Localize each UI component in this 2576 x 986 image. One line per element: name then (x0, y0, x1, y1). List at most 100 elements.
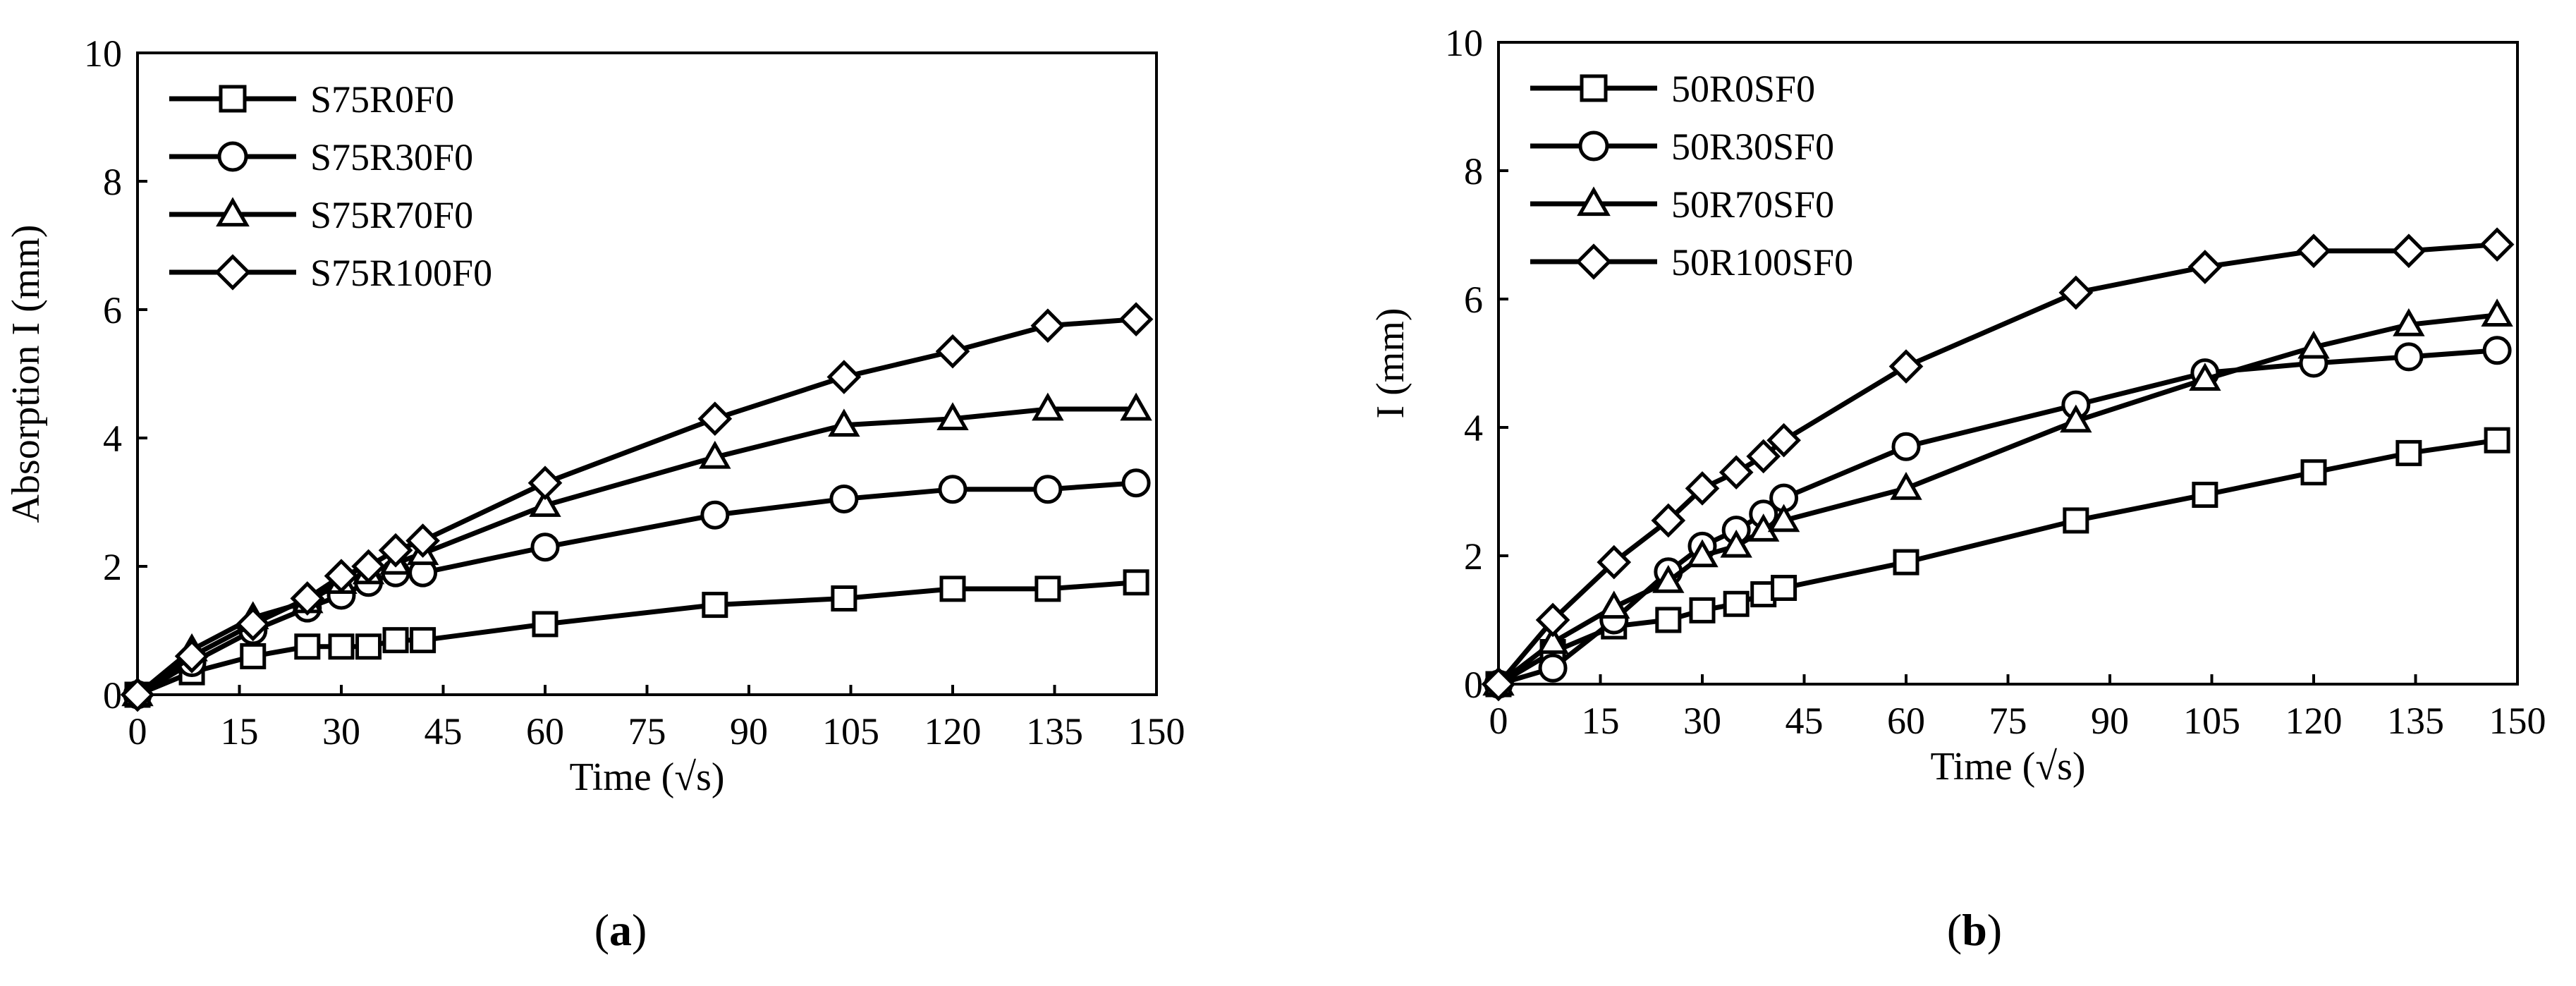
data-point (236, 607, 271, 642)
legend-item: S75R70F0 (169, 194, 473, 236)
y-tick-label: 4 (1464, 407, 1483, 449)
data-point (702, 592, 728, 619)
x-tick-label: 150 (2489, 700, 2546, 742)
legend-label: 50R0SF0 (1671, 68, 1815, 110)
legend: 50R0SF0 50R30SF0 50R70SF0 50R100SF0 (1530, 68, 1853, 284)
data-point (1537, 626, 1569, 655)
series-S75R100F0 (120, 302, 1154, 712)
data-point (2192, 482, 2218, 509)
data-point (1121, 468, 1151, 498)
series-line (135, 406, 1137, 697)
data-point (1685, 471, 1720, 506)
data-point (1723, 590, 1750, 617)
legend-marker (1575, 243, 1612, 280)
x-tick-label: 15 (221, 710, 259, 753)
x-tick-label: 90 (730, 710, 768, 753)
data-point (1030, 308, 1066, 343)
legend: S75R0F0 S75R30F0 S75R70F0 S75R100F0 (169, 78, 492, 294)
legend-label: S75R30F0 (310, 136, 473, 178)
series-50R100SF0 (1481, 227, 2515, 702)
x-tick-label: 120 (2285, 700, 2343, 742)
data-point (324, 559, 359, 593)
data-point (1890, 472, 1922, 500)
chart-b: 0 2 4 6 8 10 0 15 30 45 60 75 90 105 120 135 150 Time (√s… (1369, 22, 2546, 789)
data-point (1598, 590, 1630, 619)
data-point (2187, 250, 2223, 284)
data-point (1120, 392, 1152, 421)
x-tick-label: 120 (924, 710, 982, 753)
data-point (699, 440, 731, 469)
data-point (2481, 298, 2513, 327)
series-S75R70F0 (121, 392, 1152, 707)
x-tick-label: 0 (128, 710, 147, 753)
data-point (2394, 342, 2424, 372)
legend-label: S75R100F0 (310, 252, 492, 294)
y-tick-label: 8 (103, 161, 122, 203)
legend-item: S75R30F0 (169, 136, 473, 178)
y-tick-label: 6 (1464, 279, 1483, 321)
legend-label: 50R100SF0 (1671, 241, 1853, 284)
data-point (120, 677, 155, 712)
data-point (530, 532, 560, 562)
data-point (1766, 422, 1801, 458)
legend-marker (214, 254, 251, 291)
series-line (135, 317, 1137, 697)
data-point (936, 402, 969, 430)
data-point (294, 633, 321, 660)
data-point (532, 611, 558, 638)
data-point (2189, 363, 2221, 391)
data-point (2058, 275, 2094, 310)
data-point (1655, 607, 1682, 633)
legend-label: 50R30SF0 (1671, 126, 1834, 168)
data-point (527, 465, 563, 501)
data-point (290, 581, 325, 616)
data-point (1746, 439, 1781, 474)
data-point (1034, 576, 1061, 602)
data-point (1651, 503, 1686, 538)
x-tick-label: 45 (425, 710, 463, 753)
y-tick-label: 8 (1464, 150, 1483, 193)
data-point (1893, 549, 1919, 576)
data-point (351, 549, 386, 584)
y-tick-label: 0 (103, 674, 122, 717)
data-point (410, 627, 437, 654)
data-point (1888, 349, 1924, 384)
legend-marker (1578, 130, 1609, 162)
data-point (378, 532, 413, 568)
series-50R30SF0 (1484, 336, 2512, 699)
y-tick-label: 2 (1464, 535, 1483, 578)
legend-item: 50R0SF0 (1530, 68, 1815, 110)
legend-marker (217, 141, 248, 172)
data-point (1689, 597, 1716, 623)
data-point (529, 489, 561, 517)
data-point (1891, 432, 1921, 461)
data-point (2297, 330, 2330, 359)
data-point (938, 475, 967, 504)
x-axis-title: Time (√s) (569, 755, 724, 799)
data-point (828, 408, 860, 437)
series-line (136, 580, 1137, 698)
x-tick-label: 0 (1489, 700, 1508, 742)
data-point (1033, 475, 1063, 504)
panel-label-a: (a) (594, 905, 647, 955)
x-tick-label: 105 (822, 710, 879, 753)
data-point (1720, 529, 1752, 558)
data-point (1535, 602, 1570, 638)
data-point (1032, 392, 1064, 421)
data-point (328, 633, 355, 660)
data-point (2482, 336, 2512, 365)
y-tick-label: 6 (103, 289, 122, 331)
y-tick-label: 2 (103, 546, 122, 588)
series-S75R0F0 (124, 569, 1149, 708)
x-tick-label: 90 (2091, 700, 2129, 742)
x-tick-label: 135 (1026, 710, 1083, 753)
x-tick-label: 45 (1786, 700, 1824, 742)
series-line (1497, 437, 2498, 687)
x-tick-label: 150 (1128, 710, 1185, 753)
legend-item: S75R100F0 (169, 252, 492, 294)
data-point (1767, 504, 1800, 532)
data-point (700, 500, 730, 530)
legend-marker (1580, 74, 1608, 102)
legend-label: 50R70SF0 (1671, 183, 1834, 226)
legend-item: 50R70SF0 (1530, 183, 1834, 226)
